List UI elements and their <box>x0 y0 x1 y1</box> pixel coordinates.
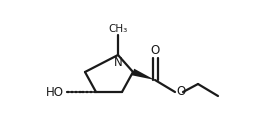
Text: N: N <box>114 57 122 69</box>
Text: O: O <box>176 85 185 98</box>
Text: O: O <box>150 44 160 57</box>
Polygon shape <box>132 69 155 80</box>
Text: HO: HO <box>46 86 64 99</box>
Text: CH₃: CH₃ <box>109 24 128 34</box>
